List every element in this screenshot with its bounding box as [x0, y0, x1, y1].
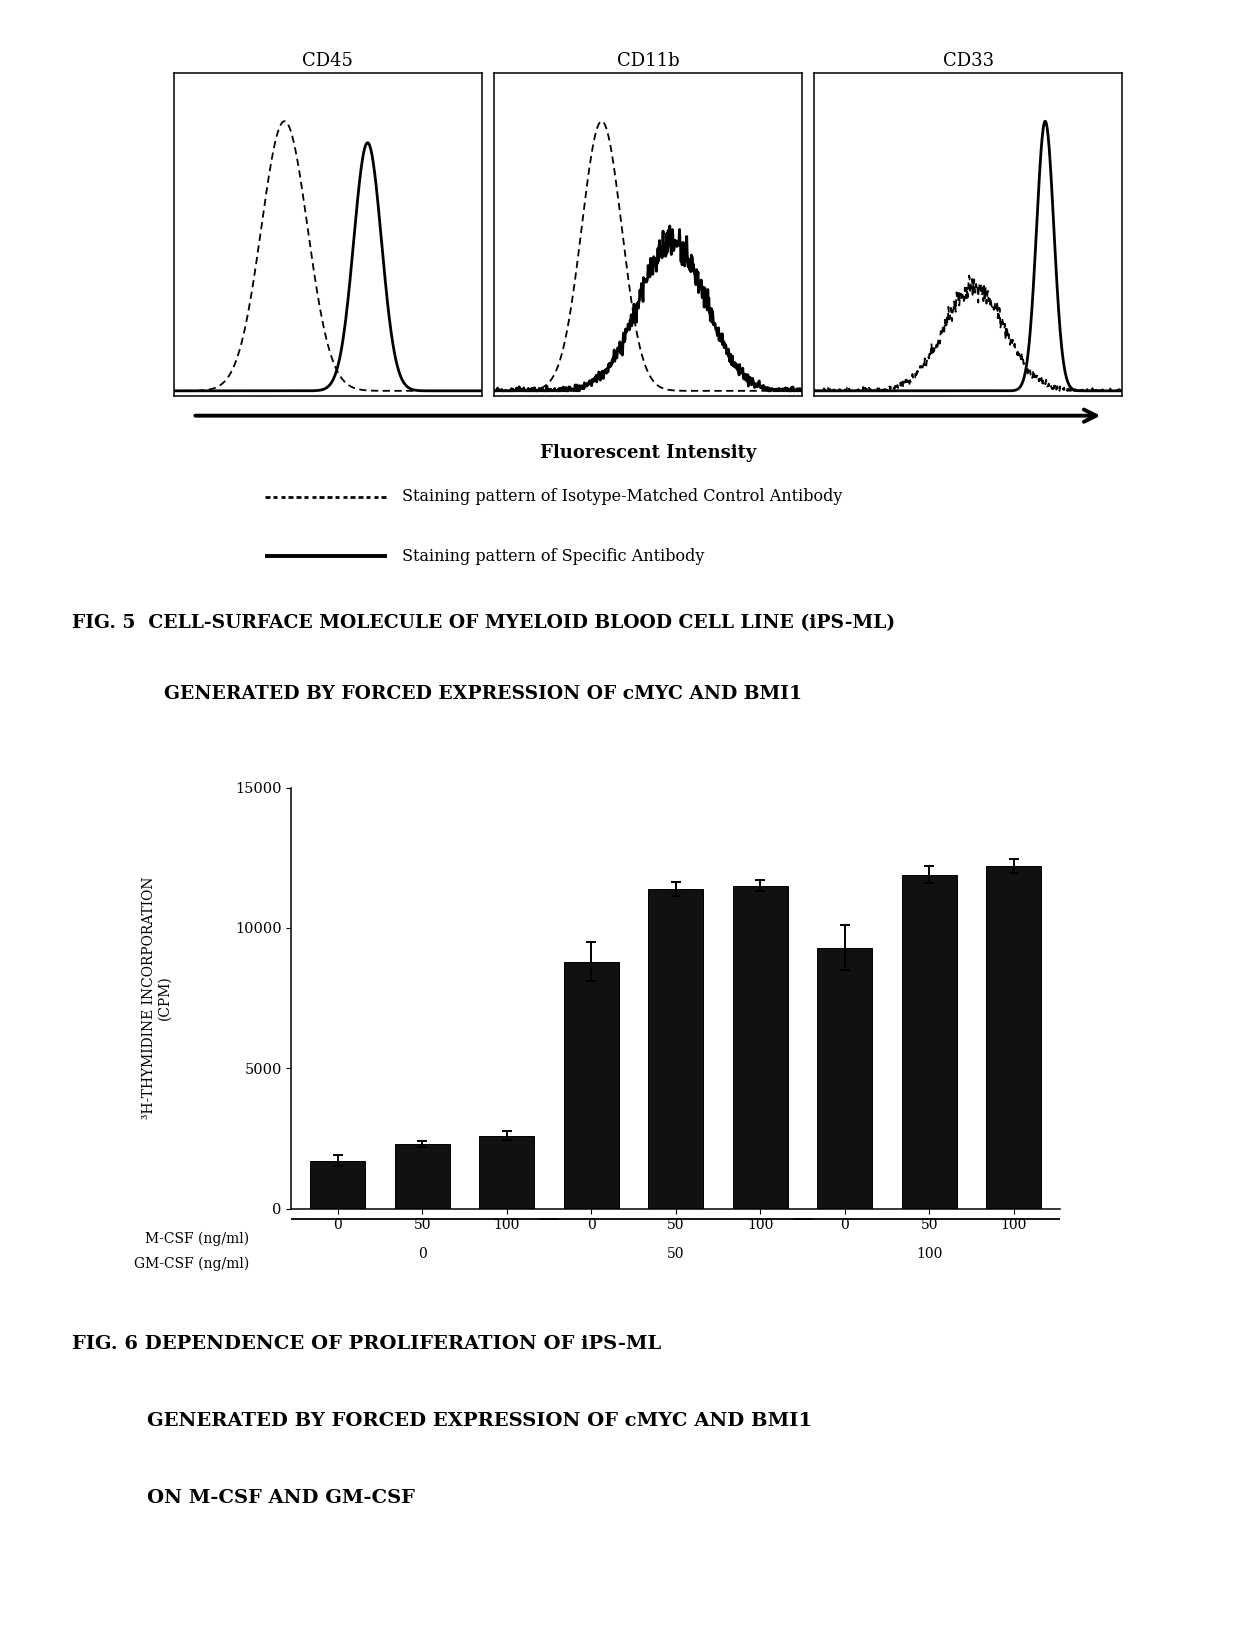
Bar [901, 875, 957, 1209]
Text: Fluorescent Intensity: Fluorescent Intensity [539, 444, 756, 462]
Bar [310, 1161, 366, 1209]
Bar [564, 961, 619, 1209]
Text: M-CSF (ng/ml): M-CSF (ng/ml) [145, 1232, 249, 1247]
Title: CD11b: CD11b [616, 51, 680, 69]
Text: GENERATED BY FORCED EXPRESSION OF cMYC AND BMI1: GENERATED BY FORCED EXPRESSION OF cMYC A… [164, 685, 802, 703]
Bar [394, 1144, 450, 1209]
Text: Staining pattern of Specific Antibody: Staining pattern of Specific Antibody [402, 548, 704, 565]
Bar [817, 948, 872, 1209]
Text: ON M-CSF AND GM-CSF: ON M-CSF AND GM-CSF [146, 1489, 414, 1507]
Text: GM-CSF (ng/ml): GM-CSF (ng/ml) [134, 1256, 249, 1271]
Text: ³H-THYMIDINE INCORPORATION
(CPM): ³H-THYMIDINE INCORPORATION (CPM) [141, 877, 172, 1119]
Text: GENERATED BY FORCED EXPRESSION OF cMYC AND BMI1: GENERATED BY FORCED EXPRESSION OF cMYC A… [146, 1412, 812, 1430]
Bar [986, 867, 1042, 1209]
Text: FIG. 5  CELL-SURFACE MOLECULE OF MYELOID BLOOD CELL LINE (iPS-ML): FIG. 5 CELL-SURFACE MOLECULE OF MYELOID … [72, 614, 895, 632]
Bar [480, 1136, 534, 1209]
Text: Staining pattern of Isotype-Matched Control Antibody: Staining pattern of Isotype-Matched Cont… [402, 489, 843, 505]
Title: CD45: CD45 [303, 51, 353, 69]
Bar [649, 888, 703, 1209]
Text: 100: 100 [916, 1247, 942, 1260]
Title: CD33: CD33 [942, 51, 993, 69]
Text: 0: 0 [418, 1247, 427, 1260]
Text: FIG. 6 DEPENDENCE OF PROLIFERATION OF iPS-ML: FIG. 6 DEPENDENCE OF PROLIFERATION OF iP… [72, 1336, 662, 1354]
Text: 50: 50 [667, 1247, 684, 1260]
Bar [733, 885, 787, 1209]
